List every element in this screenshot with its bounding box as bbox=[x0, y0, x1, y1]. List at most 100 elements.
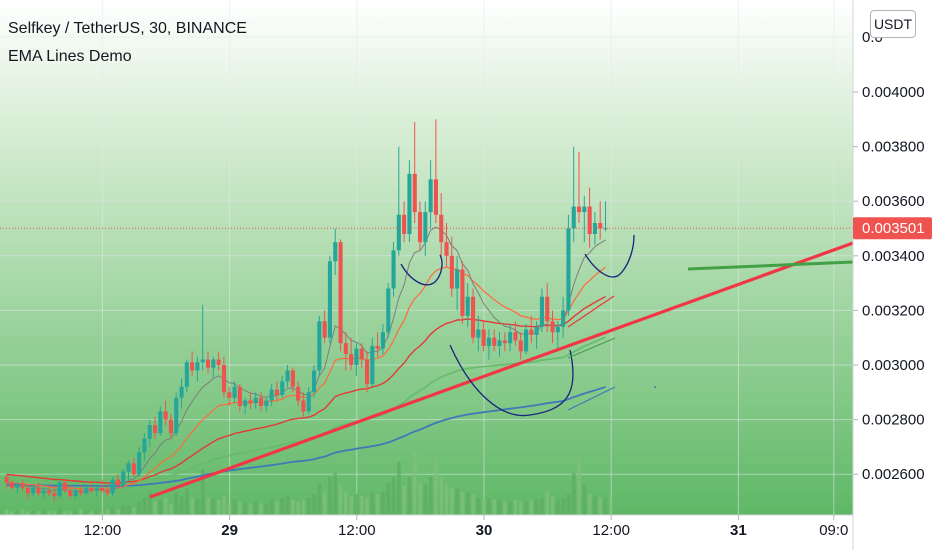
candle bbox=[333, 242, 338, 262]
volume-bar bbox=[524, 501, 528, 515]
volume-bar bbox=[359, 496, 364, 515]
volume-bar bbox=[280, 497, 285, 515]
volume-bar bbox=[593, 496, 597, 515]
last-price-badge-bg bbox=[853, 217, 932, 240]
volume-bar bbox=[577, 458, 581, 515]
volume-bar bbox=[89, 511, 94, 515]
volume-bar bbox=[344, 492, 348, 515]
candle bbox=[396, 214, 401, 251]
ema-21-line bbox=[6, 266, 606, 491]
candle bbox=[25, 487, 30, 494]
drawings bbox=[149, 234, 853, 499]
candle bbox=[206, 359, 211, 368]
volume-bar bbox=[26, 511, 30, 515]
volume-bar bbox=[439, 477, 444, 515]
candle bbox=[253, 397, 258, 404]
candle bbox=[264, 400, 269, 406]
candle bbox=[492, 337, 497, 346]
volume-bar bbox=[206, 497, 210, 515]
volume-bar bbox=[253, 501, 258, 515]
volume-bar bbox=[365, 497, 369, 515]
candle bbox=[317, 321, 322, 371]
volume-bar bbox=[312, 494, 316, 515]
volume-bar bbox=[269, 499, 274, 515]
candle bbox=[153, 425, 158, 434]
ema-lines bbox=[6, 226, 606, 492]
volume-bar bbox=[465, 492, 470, 515]
candle bbox=[62, 482, 67, 491]
candle bbox=[465, 296, 470, 316]
volume-bar bbox=[291, 499, 295, 515]
candle bbox=[237, 386, 242, 406]
candle bbox=[126, 463, 131, 472]
candle bbox=[190, 362, 195, 371]
volume-bar bbox=[566, 494, 571, 515]
price-axis[interactable]: 0.004000 0.003800 0.003600 0.003400 0.003200… bbox=[853, 29, 925, 483]
currency-button[interactable]: USDT bbox=[870, 10, 916, 38]
volume-bar bbox=[375, 494, 380, 515]
time-tick-label: 31 bbox=[730, 522, 747, 539]
time-axis[interactable]: 12:00 29 12:00 30 12:00 31 09:0 bbox=[84, 515, 849, 539]
candle bbox=[486, 337, 491, 346]
candle bbox=[137, 452, 142, 475]
volume-bar bbox=[52, 511, 57, 515]
volume-bar bbox=[20, 509, 25, 515]
volume-bar bbox=[47, 511, 51, 515]
candle bbox=[380, 332, 385, 349]
volume-bar bbox=[301, 499, 306, 515]
candle bbox=[94, 487, 99, 491]
time-tick-label: 29 bbox=[221, 522, 238, 539]
symbol-title[interactable]: Selfkey / TetherUS, 30, BINANCE bbox=[8, 20, 247, 37]
volume-bar bbox=[402, 486, 406, 515]
candle bbox=[534, 326, 539, 335]
candle bbox=[502, 340, 507, 344]
volume-bar bbox=[349, 496, 353, 515]
candle bbox=[354, 348, 359, 365]
volume-bar bbox=[216, 499, 221, 515]
candle bbox=[174, 397, 179, 434]
candle bbox=[20, 485, 25, 488]
indicator-label[interactable]: EMA Lines Demo bbox=[8, 48, 132, 65]
candle bbox=[418, 212, 423, 243]
candle bbox=[497, 340, 502, 346]
candle bbox=[89, 487, 94, 491]
volume-bar bbox=[259, 503, 263, 515]
volume-bars bbox=[4, 452, 613, 515]
candle bbox=[455, 269, 460, 289]
volume-bar bbox=[571, 473, 576, 515]
candle bbox=[227, 392, 232, 398]
candle bbox=[587, 206, 592, 234]
volume-bar bbox=[370, 492, 375, 515]
candle bbox=[407, 173, 412, 234]
candle bbox=[52, 493, 57, 497]
volume-bar bbox=[397, 461, 401, 515]
candle bbox=[428, 179, 433, 213]
price-tick-label: 0.004000 bbox=[862, 84, 925, 101]
volume-bar bbox=[169, 503, 173, 515]
candle bbox=[131, 463, 136, 475]
volume-bar bbox=[285, 496, 290, 515]
volume-bar bbox=[185, 488, 189, 515]
candle bbox=[508, 332, 513, 344]
price-tick-label: 0.003600 bbox=[862, 193, 925, 210]
ema-extension-line bbox=[567, 337, 616, 359]
candle bbox=[285, 370, 290, 382]
price-tick-label: 0.002600 bbox=[862, 466, 925, 483]
candle bbox=[158, 411, 163, 434]
ema-extension-line bbox=[567, 386, 616, 411]
volume-bar bbox=[10, 511, 14, 515]
volume-bar bbox=[84, 511, 88, 515]
plot-background bbox=[0, 0, 853, 515]
volume-bar bbox=[508, 501, 512, 515]
volume-bar bbox=[121, 505, 126, 515]
price-tick-label: 0.003000 bbox=[862, 357, 925, 374]
candle bbox=[243, 400, 248, 406]
volume-bar bbox=[423, 484, 428, 515]
volume-bar bbox=[211, 497, 216, 515]
volume-bar bbox=[190, 497, 194, 515]
volume-bar bbox=[31, 511, 35, 515]
volume-bar bbox=[94, 511, 99, 515]
volume-bar bbox=[598, 497, 603, 515]
ema-50-line bbox=[6, 295, 606, 484]
